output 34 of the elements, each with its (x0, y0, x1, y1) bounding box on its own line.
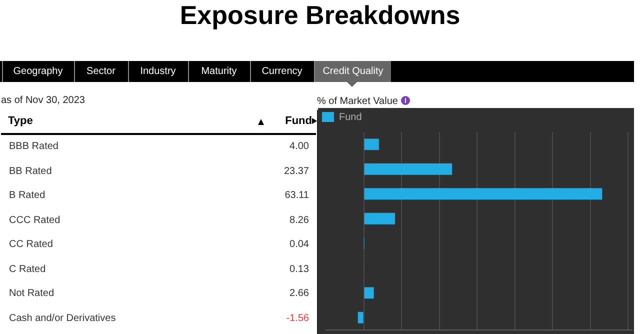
data-label: 4.00 (290, 141, 309, 152)
bar (364, 188, 602, 200)
data-label: 8.26 (290, 214, 309, 226)
chart-title: Exposure Breakdowns (178, 0, 462, 31)
bar (364, 138, 379, 150)
y-tick-label: CCC Rated (9, 214, 60, 226)
text: Sector (74, 61, 127, 82)
y-tick-label: CC Rated (9, 239, 53, 250)
bar (364, 163, 452, 175)
y-tick-label: C Rated (9, 264, 46, 274)
text: Fund (285, 115, 312, 127)
bar (364, 212, 395, 224)
data-label: 0.04 (290, 239, 309, 250)
data-label: 2.66 (290, 288, 309, 299)
data-label: 0.13 (290, 264, 309, 274)
x-axis-title: % of Market Value (317, 96, 398, 107)
text: as of Nov 30, 2023 (1, 95, 85, 106)
data-label: 23.37 (284, 166, 309, 176)
y-tick-label: BB Rated (9, 166, 52, 176)
y-tick-label: B Rated (9, 190, 46, 201)
bar (358, 312, 364, 324)
y-axis-title: Type (8, 115, 33, 127)
data-label: 63.11 (284, 190, 309, 201)
text: Currency (250, 61, 313, 82)
text: Maturity (188, 61, 249, 82)
y-tick-label: Not Rated (9, 288, 54, 299)
bar (364, 287, 374, 299)
data-label: -1.56 (286, 312, 309, 324)
y-tick-label: BBB Rated (9, 141, 58, 152)
text: Credit Quality (314, 61, 391, 82)
y-tick-label: Cash and/or Derivatives (9, 312, 116, 324)
legend-label: Fund (339, 112, 362, 123)
text: Industry (128, 61, 187, 82)
text: Geography (2, 61, 73, 82)
